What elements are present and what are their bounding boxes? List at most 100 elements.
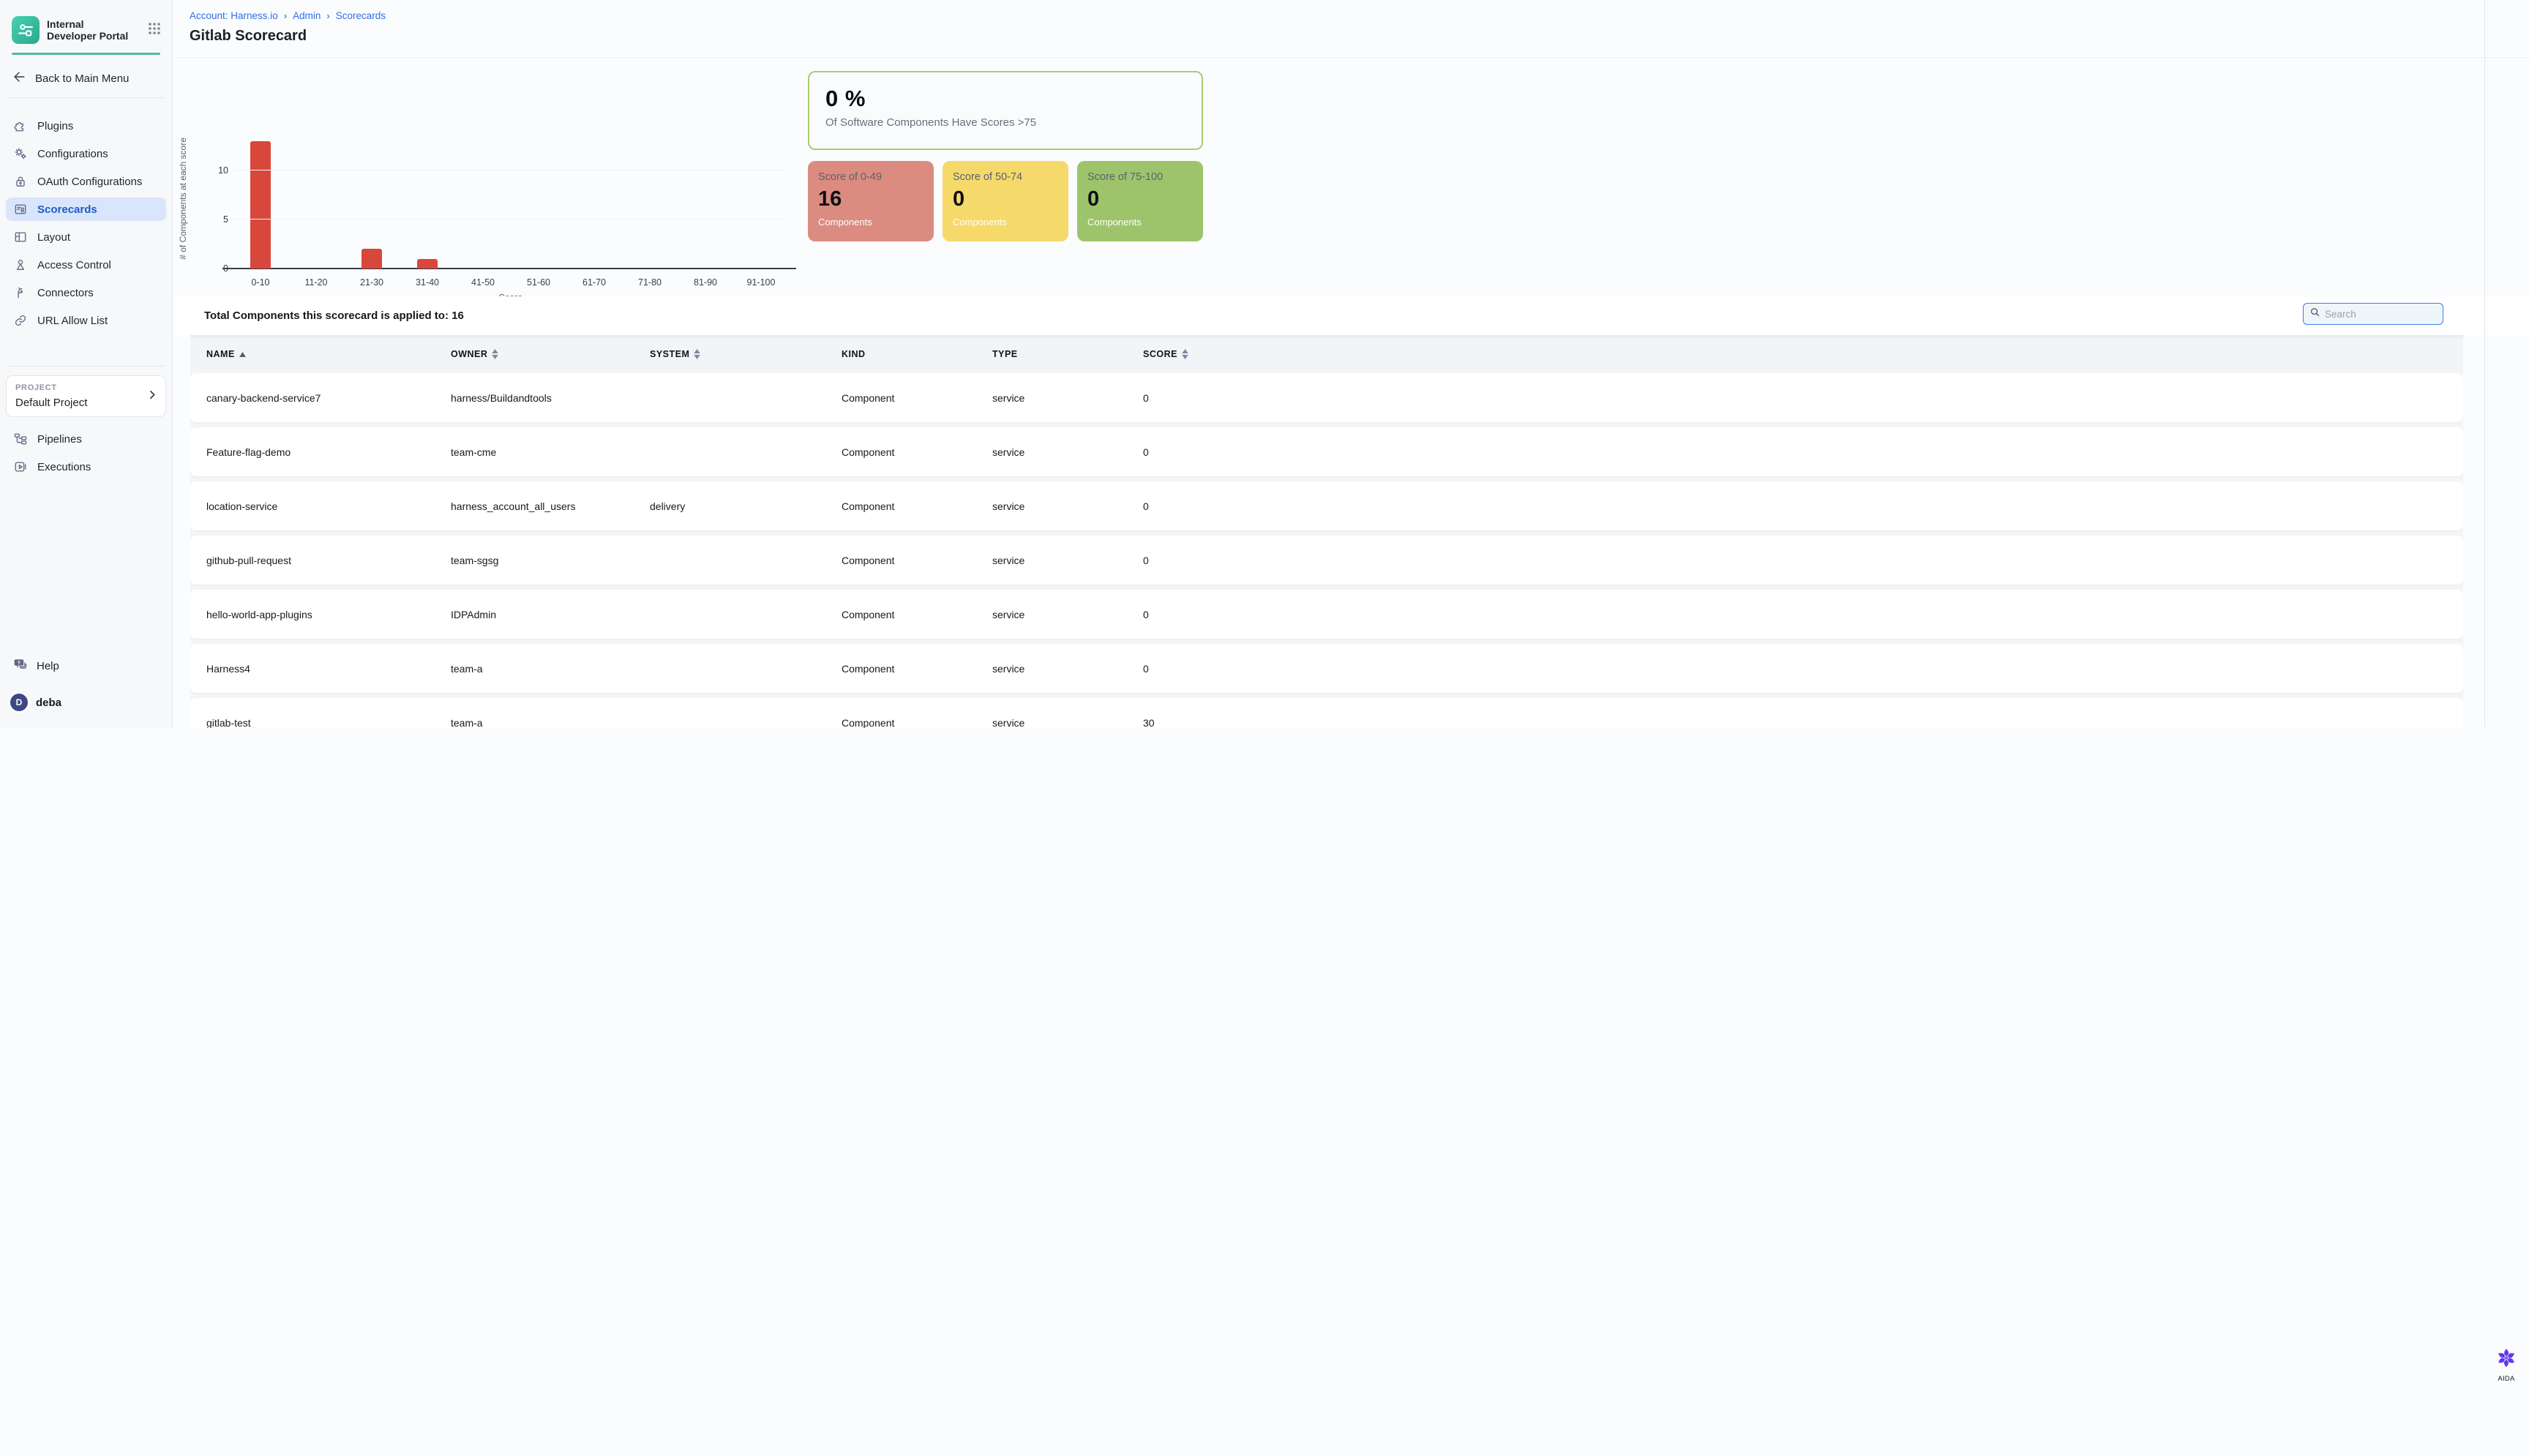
x-tick-label: 11-20 [304, 277, 328, 288]
score-card-caption: Components [953, 217, 1007, 228]
cell-type: service [992, 391, 1025, 404]
x-tick-label: 61-70 [582, 277, 606, 288]
arrow-left-icon [12, 70, 26, 87]
sidebar-item-url-allow-list[interactable]: URL Allow List [6, 309, 166, 332]
sidebar-item-configurations[interactable]: Configurations [6, 142, 166, 165]
column-header-system[interactable]: SYSTEM [650, 349, 842, 359]
user-menu[interactable]: D deba [0, 690, 172, 715]
column-header-kind: KIND [842, 349, 992, 359]
table-row-canary-backend-service7[interactable]: canary-backend-service7 harness/Buildandt… [190, 373, 2463, 422]
breadcrumb-link-0[interactable]: Account: Harness.io [190, 10, 278, 21]
table-body: canary-backend-service7 harness/Buildandt… [190, 373, 2463, 728]
gears-icon [13, 146, 28, 161]
cell-type: service [992, 608, 1025, 620]
y-tick-label: 10 [218, 165, 228, 176]
table-row-hello-world-app-plugins[interactable]: hello-world-app-plugins IDPAdmin Component… [190, 590, 2463, 639]
cell-kind: Component [842, 446, 895, 458]
cell-type: service [992, 662, 1025, 675]
column-label: OWNER [451, 349, 488, 359]
sidebar-item-label: Scorecards [37, 203, 97, 216]
table-row-location-service[interactable]: location-service harness_account_all_user… [190, 481, 2463, 530]
table-row-Feature-flag-demo[interactable]: Feature-flag-demo team-cme Component servic… [190, 427, 2463, 476]
breadcrumb-chevron-icon: › [326, 10, 330, 21]
sidebar-item-plugins[interactable]: Plugins [6, 114, 166, 138]
search-input[interactable] [2325, 308, 2427, 320]
column-header-name[interactable]: NAME [206, 349, 451, 359]
breadcrumb-link-1[interactable]: Admin [293, 10, 321, 21]
components-table: Total Components this scorecard is appli… [190, 296, 2463, 728]
cell-system: delivery [650, 500, 686, 512]
page-title: Gitlab Scorecard [190, 28, 307, 44]
back-to-main-menu[interactable]: Back to Main Menu [0, 66, 172, 91]
bar-slot-51-60 [511, 131, 566, 269]
help-button[interactable]: ? Help [0, 655, 172, 677]
table-row-gitlab-test[interactable]: gitlab-test team-a Component service 30 [190, 698, 2463, 728]
bar-slot-81-90 [678, 131, 733, 269]
column-header-owner[interactable]: OWNER [451, 349, 650, 359]
sort-icon [694, 349, 701, 359]
sidebar-item-oauth-configurations[interactable]: OAuth Configurations [6, 170, 166, 193]
app-title: Internal Developer Portal [47, 18, 129, 42]
column-header-score[interactable]: SCORE [1143, 349, 2463, 359]
cell-score: 0 [1143, 608, 1149, 620]
bar-slot-31-40 [400, 131, 455, 269]
sidebar-item-label: Connectors [37, 286, 94, 299]
project-label: PROJECT [15, 383, 57, 392]
divider [7, 97, 165, 98]
search-box [2303, 303, 2443, 325]
main-content: Account: Harness.io › Admin › Scorecards Git… [173, 0, 2529, 728]
breadcrumb-link-2[interactable]: Scorecards [335, 10, 386, 21]
sidebar: Internal Developer Portal Back to Main M… [0, 0, 173, 728]
help-chat-icon: ? [13, 657, 28, 675]
bar-31-40[interactable] [417, 258, 438, 269]
connectors-icon [13, 285, 28, 300]
cell-kind: Component [842, 391, 895, 404]
sidebar-menu: Plugins Configurations OAuth Configuration… [0, 114, 172, 332]
score-card-title: Score of 50-74 [953, 171, 1023, 183]
sort-icon [1182, 349, 1188, 359]
cell-name: location-service [206, 500, 278, 512]
person-icon [13, 258, 28, 272]
app-grid-icon[interactable] [147, 21, 162, 40]
bar-0-10[interactable] [250, 140, 271, 269]
column-label: NAME [206, 349, 235, 359]
cell-owner: team-a [451, 662, 483, 675]
percent-summary-card: 0 % Of Software Components Have Scores >… [808, 71, 1203, 150]
cell-owner: harness_account_all_users [451, 500, 576, 512]
y-axis-label: # of Components at each score [178, 137, 188, 260]
divider [173, 57, 2529, 58]
project-name: Default Project [15, 397, 88, 409]
table-row-Harness4[interactable]: Harness4 team-a Component service 0 [190, 644, 2463, 693]
cell-name: github-pull-request [206, 554, 291, 566]
sidebar-item-scorecards[interactable]: Scorecards [6, 198, 166, 221]
sidebar-item-label: Access Control [37, 258, 111, 271]
score-card-title: Score of 0-49 [818, 171, 883, 183]
cell-owner: team-a [451, 716, 483, 729]
cell-score: 0 [1143, 446, 1149, 458]
cell-kind: Component [842, 716, 895, 729]
column-label: SCORE [1143, 349, 1177, 359]
score-range-card-1: Score of 50-74 0 Components [943, 161, 1068, 241]
sidebar-item-label: Executions [37, 460, 91, 473]
executions-icon [13, 459, 28, 474]
x-tick-label: 91-100 [746, 277, 776, 288]
bar-slot-21-30 [344, 131, 400, 269]
x-axis-tick-labels: 0-10 11-20 21-30 31-40 41-50 51-60 61-70 71-80 8… [233, 277, 789, 288]
project-selector[interactable]: PROJECT Default Project [6, 375, 166, 417]
x-tick-label: 41-50 [471, 277, 495, 288]
sidebar-item-layout[interactable]: Layout [6, 225, 166, 249]
chevron-right-icon [146, 389, 158, 404]
breadcrumb: Account: Harness.io › Admin › Scorecards [190, 10, 386, 21]
bar-21-30[interactable] [361, 249, 382, 269]
aida-widget[interactable]: AIDA [2489, 1347, 2523, 1383]
sidebar-item-access-control[interactable]: Access Control [6, 253, 166, 277]
x-tick-label: 51-60 [527, 277, 550, 288]
sidebar-item-connectors[interactable]: Connectors [6, 281, 166, 304]
sidebar-item-pipelines[interactable]: Pipelines [6, 427, 166, 451]
cell-type: service [992, 446, 1025, 458]
x-tick-label: 71-80 [638, 277, 662, 288]
table-row-github-pull-request[interactable]: github-pull-request team-sgsg Component ser… [190, 536, 2463, 585]
cell-name: gitlab-test [206, 716, 251, 729]
sidebar-item-executions[interactable]: Executions [6, 455, 166, 479]
cell-kind: Component [842, 554, 895, 566]
